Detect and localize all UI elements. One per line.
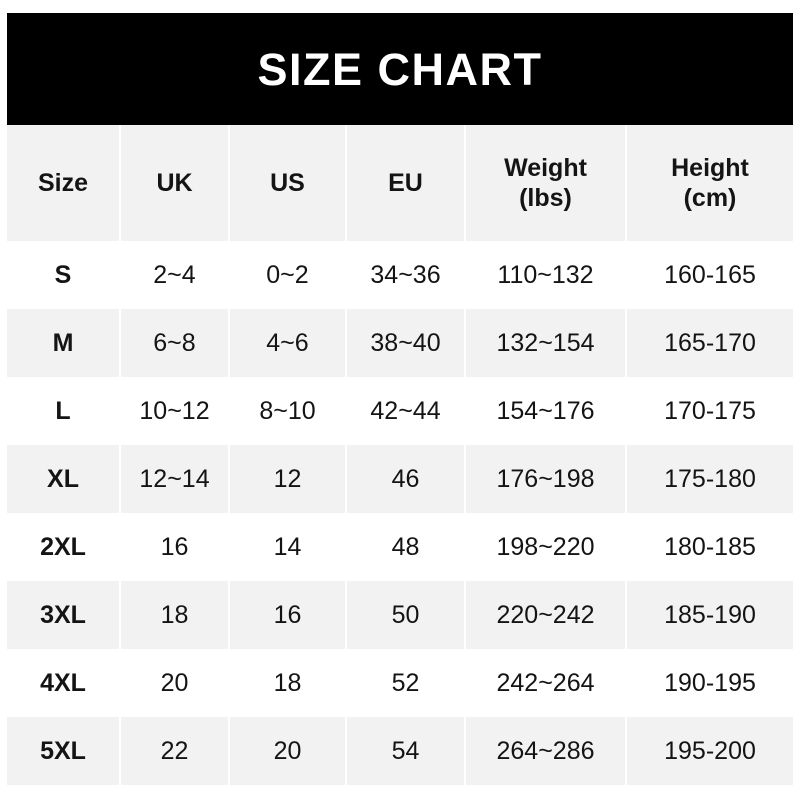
column-header-eu-line1: EU — [388, 168, 423, 197]
cell-weight: 264~286 — [466, 717, 627, 785]
column-header-weight: Weight (lbs) — [466, 125, 627, 241]
column-header-height-line2: (cm) — [683, 184, 737, 212]
page-title: SIZE CHART — [257, 43, 543, 95]
cell-height: 195-200 — [627, 717, 793, 785]
size-chart-table: Size UK US EU Weight (lbs) Height (cm) — [7, 125, 793, 785]
table-row: 3XL 18 16 50 220~242 185-190 — [7, 581, 793, 649]
title-banner: SIZE CHART — [7, 13, 793, 125]
cell-weight: 198~220 — [466, 513, 627, 581]
cell-eu: 38~40 — [347, 309, 466, 377]
table-header-row: Size UK US EU Weight (lbs) Height (cm) — [7, 125, 793, 241]
cell-us: 20 — [230, 717, 347, 785]
table-row: L 10~12 8~10 42~44 154~176 170-175 — [7, 377, 793, 445]
column-header-weight-line1: Weight — [504, 153, 587, 182]
table-row: 5XL 22 20 54 264~286 195-200 — [7, 717, 793, 785]
cell-uk: 10~12 — [121, 377, 230, 445]
cell-us: 12 — [230, 445, 347, 513]
cell-weight: 220~242 — [466, 581, 627, 649]
cell-height: 190-195 — [627, 649, 793, 717]
column-header-weight-line2: (lbs) — [519, 184, 572, 212]
column-header-size: Size — [7, 125, 121, 241]
cell-height: 180-185 — [627, 513, 793, 581]
cell-weight: 132~154 — [466, 309, 627, 377]
cell-weight: 242~264 — [466, 649, 627, 717]
cell-uk: 18 — [121, 581, 230, 649]
cell-eu: 42~44 — [347, 377, 466, 445]
cell-weight: 176~198 — [466, 445, 627, 513]
cell-weight: 110~132 — [466, 241, 627, 309]
column-header-us: US — [230, 125, 347, 241]
cell-uk: 6~8 — [121, 309, 230, 377]
cell-eu: 34~36 — [347, 241, 466, 309]
column-header-size-line1: Size — [37, 168, 89, 197]
cell-height: 165-170 — [627, 309, 793, 377]
cell-uk: 2~4 — [121, 241, 230, 309]
cell-us: 18 — [230, 649, 347, 717]
column-header-height-line1: Height — [671, 153, 749, 182]
table-row: M 6~8 4~6 38~40 132~154 165-170 — [7, 309, 793, 377]
cell-us: 14 — [230, 513, 347, 581]
column-header-height: Height (cm) — [627, 125, 793, 241]
cell-uk: 20 — [121, 649, 230, 717]
cell-size: 2XL — [7, 513, 121, 581]
table-body: S 2~4 0~2 34~36 110~132 160-165 M 6~8 4~… — [7, 241, 793, 785]
cell-height: 185-190 — [627, 581, 793, 649]
cell-height: 175-180 — [627, 445, 793, 513]
column-header-uk: UK — [121, 125, 230, 241]
table-header: Size UK US EU Weight (lbs) Height (cm) — [7, 125, 793, 241]
cell-uk: 16 — [121, 513, 230, 581]
cell-eu: 52 — [347, 649, 466, 717]
table-row: 2XL 16 14 48 198~220 180-185 — [7, 513, 793, 581]
cell-us: 16 — [230, 581, 347, 649]
cell-eu: 48 — [347, 513, 466, 581]
cell-us: 8~10 — [230, 377, 347, 445]
cell-size: 3XL — [7, 581, 121, 649]
column-header-uk-line1: UK — [156, 168, 193, 197]
cell-size: L — [7, 377, 121, 445]
table-row: XL 12~14 12 46 176~198 175-180 — [7, 445, 793, 513]
cell-eu: 46 — [347, 445, 466, 513]
column-header-eu: EU — [347, 125, 466, 241]
cell-size: S — [7, 241, 121, 309]
cell-height: 170-175 — [627, 377, 793, 445]
table-row: 4XL 20 18 52 242~264 190-195 — [7, 649, 793, 717]
cell-size: M — [7, 309, 121, 377]
cell-eu: 54 — [347, 717, 466, 785]
cell-us: 4~6 — [230, 309, 347, 377]
cell-uk: 22 — [121, 717, 230, 785]
cell-uk: 12~14 — [121, 445, 230, 513]
cell-size: 5XL — [7, 717, 121, 785]
cell-us: 0~2 — [230, 241, 347, 309]
cell-eu: 50 — [347, 581, 466, 649]
cell-size: XL — [7, 445, 121, 513]
cell-weight: 154~176 — [466, 377, 627, 445]
table-row: S 2~4 0~2 34~36 110~132 160-165 — [7, 241, 793, 309]
cell-size: 4XL — [7, 649, 121, 717]
column-header-us-line1: US — [270, 168, 305, 197]
cell-height: 160-165 — [627, 241, 793, 309]
